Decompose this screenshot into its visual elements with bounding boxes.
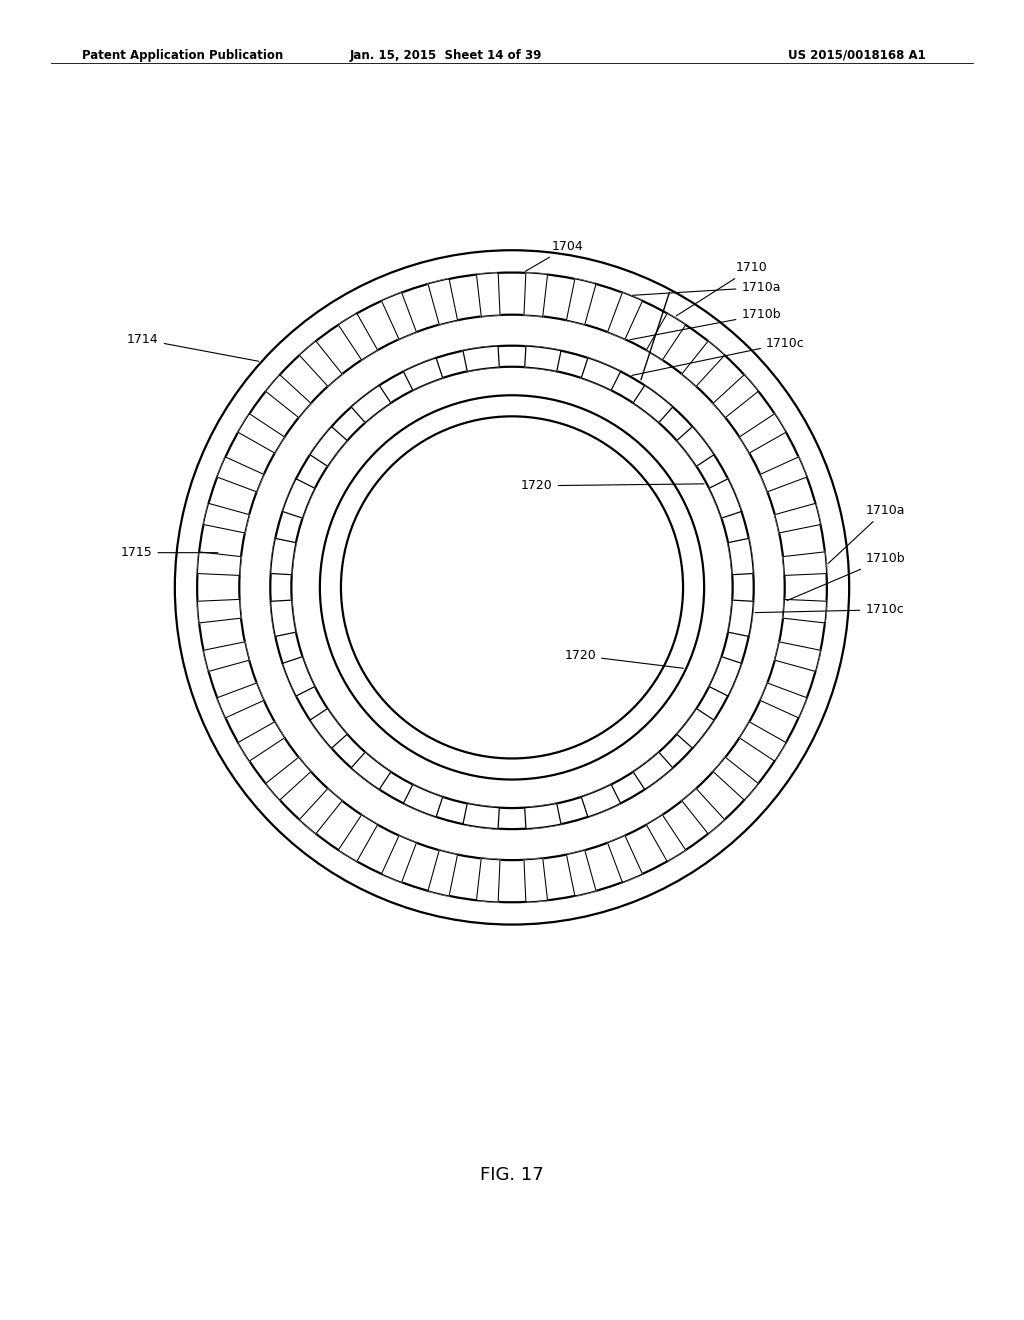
Polygon shape xyxy=(217,457,264,492)
Text: Patent Application Publication: Patent Application Publication xyxy=(82,49,284,62)
Polygon shape xyxy=(775,642,820,672)
Polygon shape xyxy=(382,836,417,882)
Text: 1710c: 1710c xyxy=(632,337,805,375)
Polygon shape xyxy=(709,656,741,696)
Polygon shape xyxy=(739,413,786,453)
Polygon shape xyxy=(476,273,500,317)
Polygon shape xyxy=(351,752,391,789)
Text: 1710b: 1710b xyxy=(786,552,905,601)
Polygon shape xyxy=(310,709,347,748)
Polygon shape xyxy=(739,722,786,762)
Polygon shape xyxy=(204,503,249,533)
Polygon shape xyxy=(728,601,754,636)
Polygon shape xyxy=(728,539,754,574)
Polygon shape xyxy=(338,313,378,360)
Polygon shape xyxy=(204,642,249,672)
Polygon shape xyxy=(403,784,442,817)
Polygon shape xyxy=(646,313,686,360)
Polygon shape xyxy=(524,858,548,902)
Polygon shape xyxy=(677,426,714,466)
Polygon shape xyxy=(633,385,673,422)
Polygon shape xyxy=(582,784,621,817)
Polygon shape xyxy=(607,836,642,882)
Polygon shape xyxy=(265,375,311,417)
Polygon shape xyxy=(198,599,241,623)
Polygon shape xyxy=(582,358,621,391)
Polygon shape xyxy=(382,293,417,339)
Polygon shape xyxy=(283,479,315,519)
Polygon shape xyxy=(238,722,285,762)
Polygon shape xyxy=(265,758,311,800)
Polygon shape xyxy=(607,293,642,339)
Polygon shape xyxy=(713,375,759,417)
Polygon shape xyxy=(633,752,673,789)
Text: 1720: 1720 xyxy=(564,649,683,668)
Polygon shape xyxy=(198,552,241,576)
Polygon shape xyxy=(238,413,285,453)
Polygon shape xyxy=(351,385,391,422)
Text: 1720: 1720 xyxy=(521,479,705,492)
Text: Jan. 15, 2015  Sheet 14 of 39: Jan. 15, 2015 Sheet 14 of 39 xyxy=(349,49,542,62)
Polygon shape xyxy=(566,850,596,896)
Text: 1714: 1714 xyxy=(127,333,259,362)
Polygon shape xyxy=(524,804,561,829)
Polygon shape xyxy=(299,788,342,834)
Polygon shape xyxy=(428,279,458,325)
Polygon shape xyxy=(463,346,500,371)
Text: 1710a: 1710a xyxy=(633,281,781,296)
Polygon shape xyxy=(524,273,548,317)
Polygon shape xyxy=(463,804,500,829)
Polygon shape xyxy=(299,341,342,387)
Polygon shape xyxy=(566,279,596,325)
Polygon shape xyxy=(403,358,442,391)
Polygon shape xyxy=(760,457,807,492)
Polygon shape xyxy=(217,682,264,718)
Polygon shape xyxy=(270,601,296,636)
Polygon shape xyxy=(783,552,826,576)
Text: 1710a: 1710a xyxy=(828,504,905,564)
Polygon shape xyxy=(646,814,686,862)
Polygon shape xyxy=(270,539,296,574)
Polygon shape xyxy=(760,682,807,718)
Text: 1710: 1710 xyxy=(676,261,768,315)
Polygon shape xyxy=(476,858,500,902)
Text: FIG. 17: FIG. 17 xyxy=(480,1166,544,1184)
Polygon shape xyxy=(338,814,378,862)
Polygon shape xyxy=(775,503,820,533)
Text: 1715: 1715 xyxy=(121,546,218,560)
Polygon shape xyxy=(783,599,826,623)
Polygon shape xyxy=(677,709,714,748)
Polygon shape xyxy=(682,341,725,387)
Polygon shape xyxy=(524,346,561,371)
Text: US 2015/0018168 A1: US 2015/0018168 A1 xyxy=(788,49,927,62)
Polygon shape xyxy=(283,656,315,696)
Polygon shape xyxy=(428,850,458,896)
Polygon shape xyxy=(713,758,759,800)
Polygon shape xyxy=(310,426,347,466)
Text: 1710b: 1710b xyxy=(630,308,781,339)
Polygon shape xyxy=(682,788,725,834)
Text: 1710c: 1710c xyxy=(755,603,904,616)
Text: 1704: 1704 xyxy=(525,240,584,272)
Polygon shape xyxy=(709,479,741,519)
